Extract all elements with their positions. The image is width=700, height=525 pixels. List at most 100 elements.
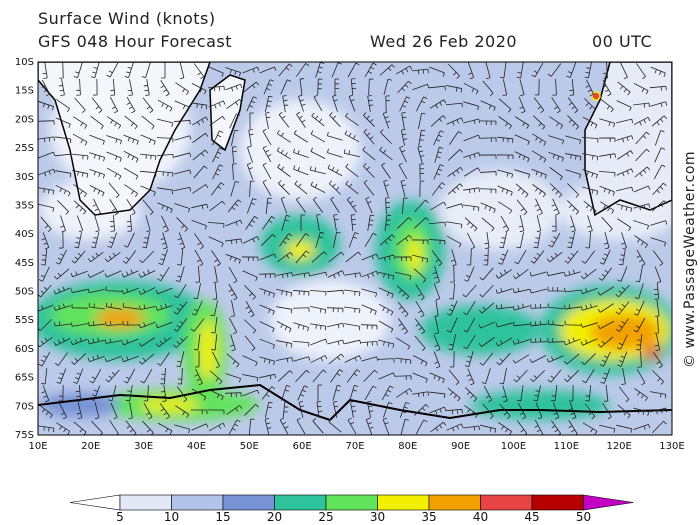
wind-barb [38,266,50,282]
wind-barb [156,153,174,159]
wind-barb [87,288,105,294]
wind-barb [394,256,412,262]
wind-barb [42,62,48,79]
wind-barb [396,234,413,246]
wind-barb [265,197,272,215]
wind-barb [418,129,426,146]
wind-barb [582,116,598,129]
wind-barb [650,407,668,415]
wind-barb [295,196,307,213]
wind-barb [38,136,55,143]
wind-barb [225,67,241,77]
wind-barb [142,199,154,216]
wind-barb [110,402,118,420]
wind-barb [445,408,463,415]
colorbar-segment [531,494,584,511]
wind-barb [41,368,48,385]
wind-barb [227,199,242,213]
wind-barb [258,273,276,279]
wind-barb [140,185,156,196]
wind-barb [496,154,514,160]
wind-barb [208,66,224,77]
wind-barb [350,78,357,96]
wind-barb [585,231,592,249]
longitude-label: 60E [293,441,312,452]
wind-barb [479,171,497,176]
wind-barb [378,303,394,316]
colorbar-label: 25 [318,510,333,524]
wind-barb [140,368,153,384]
wind-barb [38,351,51,367]
colorbar-label: 35 [421,510,436,524]
wind-barb [429,201,447,211]
wind-barb [109,96,119,114]
wind-barb [502,79,508,97]
wind-barb [58,402,68,420]
wind-barb [530,250,545,264]
wind-barb [299,78,305,95]
wind-barb [499,368,507,385]
wind-barb [57,200,69,215]
wind-barb [617,150,634,160]
wind-barb [498,116,512,130]
wind-barb [179,62,185,80]
wind-barb [513,321,531,327]
wind-barb [278,233,293,247]
wind-barb [518,215,525,233]
wind-barb [428,239,446,245]
wind-barb [317,384,323,402]
wind-barb [207,409,225,415]
wind-barb [618,386,630,403]
wind-barb [41,248,48,266]
wind-barb [417,145,425,163]
wind-barb [173,120,191,125]
wind-barb [140,134,156,145]
wind-barb [295,369,310,383]
colorbar-label: 45 [524,510,539,524]
wind-barb [123,232,135,248]
wind-barb [157,267,170,282]
colorbar-segment [480,494,533,511]
wind-barb [615,284,630,298]
wind-barb [580,322,598,328]
wind-barb [109,199,119,216]
wind-barb [173,301,188,315]
wind-barb [276,306,293,314]
wind-barb [193,283,201,300]
wind-barb [143,79,150,96]
latitude-label: 25S [15,143,34,154]
wind-barb [328,418,342,433]
wind-barb [332,400,339,418]
wind-barb [333,231,341,248]
wind-barb [143,402,153,420]
wind-barb [567,232,576,249]
wind-barb [128,402,133,419]
wind-barb [479,137,497,142]
wind-barb [434,300,439,317]
wind-barb [463,101,480,111]
wind-barb [143,384,149,402]
wind-barb [512,338,530,345]
wind-barb [295,250,310,264]
wind-barb [361,288,378,298]
wind-barb [141,62,151,79]
wind-barb [362,146,376,161]
wind-barb [633,424,651,430]
wind-barb [602,403,612,420]
wind-barb [581,353,596,365]
wind-barb [91,97,103,114]
wind-barb [53,303,71,311]
wind-barb [379,64,395,76]
wind-barb [651,115,667,127]
wind-barb [368,78,374,96]
wind-barb [378,372,396,380]
wind-barb [363,112,375,127]
wind-barb [328,251,345,263]
colorbar-label: 15 [215,510,230,524]
wind-barb [378,320,394,333]
wind-barb [479,352,494,366]
wind-barb [412,354,428,367]
wind-barb [599,153,616,159]
wind-barb [479,284,494,298]
wind-barb [139,251,154,264]
